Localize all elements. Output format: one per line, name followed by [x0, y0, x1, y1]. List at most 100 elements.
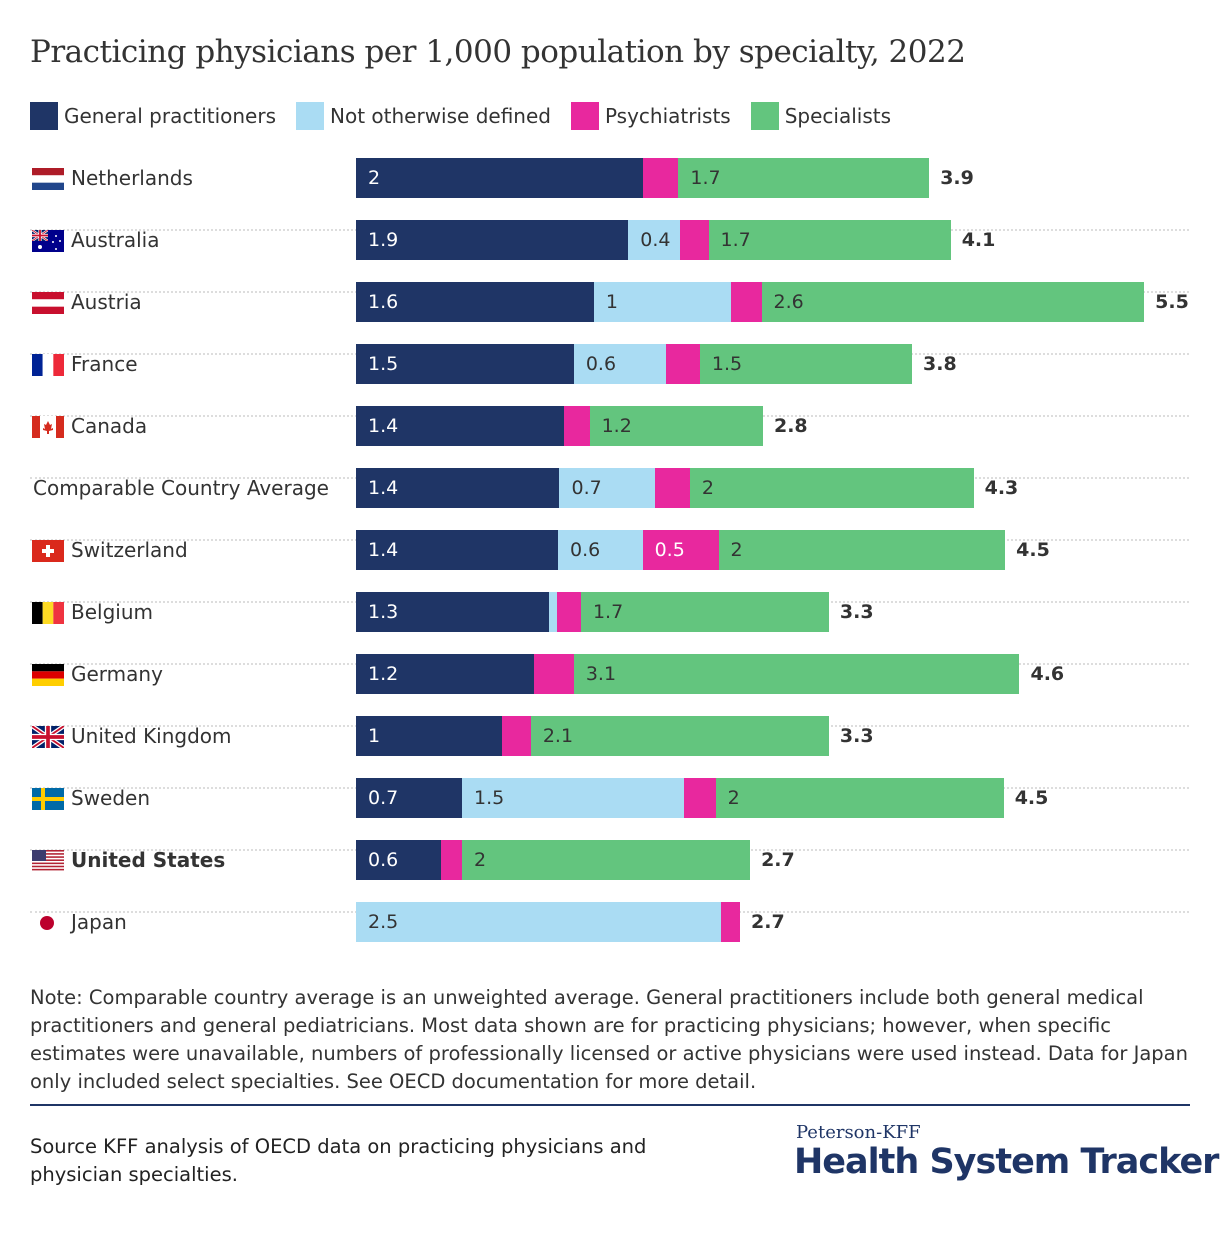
total-label: 5.5	[1155, 291, 1189, 313]
chart-row: Canada 1.4 1.2 2.8	[30, 406, 1189, 479]
bar-segment-psychiatrists	[731, 282, 762, 322]
country-label: Switzerland	[71, 538, 188, 562]
bar-segment-general-practitioners: 1.4	[356, 406, 564, 446]
bar-segment-not-otherwise-defined: 0.6	[573, 344, 666, 384]
bar-segment-specialists: 2	[689, 468, 974, 508]
chart-row: United States 0.6 2 2.7	[30, 840, 1189, 913]
total-label: 2.7	[751, 911, 785, 933]
country-label: Belgium	[71, 600, 153, 624]
canada-flag-icon	[32, 416, 64, 438]
legend-swatch	[296, 102, 325, 130]
logo-line1: Peterson-KFF	[796, 1122, 921, 1143]
bar-segment-general-practitioners: 0.7	[356, 778, 463, 818]
bar-segment-specialists: 2	[718, 530, 1006, 570]
netherlands-flag-icon	[32, 168, 64, 190]
legend-swatch	[570, 102, 599, 130]
bar-segment-psychiatrists	[679, 220, 709, 260]
legend-item: General practitioners	[30, 102, 276, 130]
japan-flag-icon	[39, 912, 55, 934]
bar-segment-psychiatrists	[642, 158, 679, 198]
uk-flag-icon	[30, 724, 66, 750]
bar-segment-general-practitioners: 1.4	[356, 530, 559, 570]
country-label: United Kingdom	[71, 724, 232, 748]
bar-segment-general-practitioners: 1.3	[356, 592, 550, 632]
bar-segment-not-otherwise-defined: 1	[593, 282, 732, 322]
austria-flag-icon	[32, 292, 64, 314]
country-label: Australia	[71, 228, 160, 252]
chart-note: Note: Comparable country average is an u…	[30, 986, 1188, 1093]
legend: General practitioners Not otherwise defin…	[30, 102, 891, 130]
country-label: Germany	[71, 662, 163, 686]
bar-segment-not-otherwise-defined: 2.5	[356, 902, 722, 942]
bar-segment-psychiatrists	[533, 654, 574, 694]
bar-segment-not-otherwise-defined: 0.6	[558, 530, 643, 570]
total-label: 4.1	[961, 229, 996, 251]
bar-segment-general-practitioners: 2	[356, 158, 643, 198]
total-label: 2.7	[761, 849, 795, 871]
bar-segment-psychiatrists	[563, 406, 590, 446]
bar-segment-specialists: 1.7	[678, 158, 930, 198]
bar-segment-psychiatrists	[556, 592, 581, 632]
bar-segment-general-practitioners: 0.6	[356, 840, 441, 880]
chart-title: Practicing physicians per 1,000 populati…	[30, 34, 966, 70]
chart-row: Netherlands 2 1.7 3.9	[30, 158, 1189, 231]
country-label: Canada	[71, 414, 148, 438]
bar-segment-specialists: 1.2	[589, 406, 763, 446]
bar-segment-general-practitioners: 1.2	[356, 654, 534, 694]
logo-line2: Health System Tracker	[794, 1142, 1219, 1182]
bar-segment-general-practitioners: 1.4	[356, 468, 560, 508]
bar-segment-general-practitioners: 1.5	[356, 344, 574, 384]
total-label: 4.6	[1030, 663, 1065, 685]
chart-row: Australia 1.9 0.4 1.7 4.1	[30, 220, 1189, 293]
bar-segment-specialists: 1.7	[708, 220, 951, 260]
france-flag-icon	[32, 354, 64, 376]
total-label: 3.9	[940, 167, 974, 189]
bar-segment-specialists: 2	[715, 778, 1004, 818]
chart-row: France 1.5 0.6 1.5 3.8	[30, 344, 1189, 417]
country-label: Netherlands	[71, 166, 193, 190]
usa-flag-icon	[32, 850, 64, 872]
bar-segment-psychiatrists	[655, 468, 690, 508]
chart-row: Sweden 0.7 1.5 2 4.5	[30, 778, 1189, 851]
germany-flag-icon	[32, 664, 64, 686]
legend-label: General practitioners	[64, 104, 277, 128]
chart-row: Comparable Country Average 1.4 0.7 2 4.3	[30, 468, 1189, 541]
sweden-flag-icon	[32, 788, 64, 810]
bar-segment-psychiatrists	[502, 716, 531, 756]
australia-flag-icon	[32, 230, 64, 252]
bar-segment-not-otherwise-defined: 1.5	[462, 778, 685, 818]
bar-segment-psychiatrists	[440, 840, 463, 880]
chart-row: Belgium 1.3 1.7 3.3	[30, 592, 1189, 665]
total-label: 4.5	[1016, 539, 1050, 561]
total-label: 3.8	[923, 353, 957, 375]
divider	[30, 1104, 1190, 1106]
chart-row: Switzerland 1.4 0.6 0.5 2 4.5	[30, 530, 1189, 603]
bar-segment-not-otherwise-defined: 0.7	[559, 468, 656, 508]
bar-segment-specialists: 3.1	[573, 654, 1020, 694]
total-label: 2.8	[773, 415, 808, 437]
total-label: 3.3	[839, 601, 874, 623]
country-label: Austria	[71, 290, 142, 314]
bar-segment-specialists: 2	[462, 840, 751, 880]
bar-segment-not-otherwise-defined: 0.4	[628, 220, 680, 260]
total-label: 4.3	[984, 477, 1019, 499]
bar-segment-psychiatrists	[665, 344, 700, 384]
legend-label: Psychiatrists	[604, 104, 731, 128]
bar-segment-specialists: 2.6	[761, 282, 1145, 322]
belgium-flag-icon	[32, 602, 64, 624]
chart-row: Germany 1.2 3.1 4.6	[30, 654, 1189, 727]
legend-item: Specialists	[750, 102, 891, 130]
country-label: Sweden	[71, 786, 151, 810]
country-label: United States	[71, 848, 226, 872]
bar-segment-specialists: 2.1	[530, 716, 829, 756]
chart-row: United Kingdom 1 2.1 3.3	[30, 716, 1189, 789]
bar-segment-specialists: 1.7	[580, 592, 829, 632]
country-label: France	[71, 352, 138, 376]
switzerland-flag-icon	[32, 540, 64, 562]
bar-segment-general-practitioners: 1.9	[356, 220, 629, 260]
country-label: Comparable Country Average	[33, 476, 329, 500]
legend-item: Psychiatrists	[570, 102, 731, 130]
bar-segment-specialists: 1.5	[699, 344, 912, 384]
country-label: Japan	[71, 910, 127, 934]
